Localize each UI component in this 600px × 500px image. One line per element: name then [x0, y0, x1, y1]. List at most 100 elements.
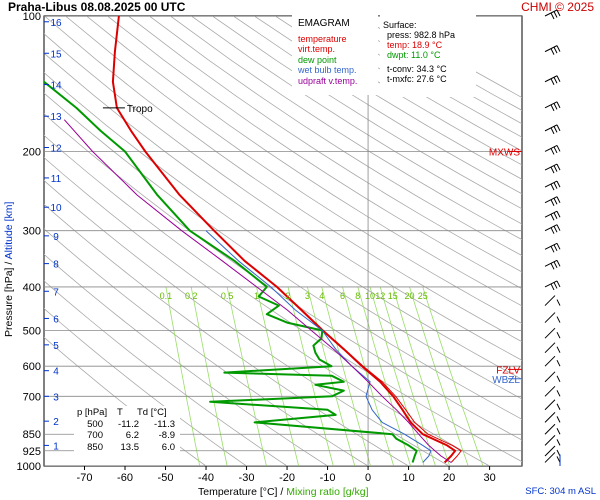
wind-barb-staff	[544, 295, 556, 306]
altitude-tick-label: 3	[53, 392, 59, 403]
wind-barb	[544, 423, 561, 435]
y-axis-label: Pressure [hPa] / Altitude [km]	[3, 202, 15, 337]
altitude-tick-label: 5	[53, 341, 59, 352]
legend-title: EMAGRAM	[298, 18, 350, 29]
surface-dwpt: dwpt: 11.0 °C	[387, 50, 441, 60]
station-time-title: Praha-Libus 08.08.2025 00 UTC	[8, 0, 186, 14]
wind-barb-feather	[556, 9, 561, 17]
wind-barb-feather	[553, 77, 558, 84]
legend-item-temperature: temperature	[298, 33, 347, 44]
pressure-tick-label: 925	[23, 446, 41, 458]
wind-barb	[544, 9, 561, 20]
wind-barb-feather	[556, 224, 561, 231]
altitude-tick-label: 1	[53, 441, 59, 452]
wind-barb-staff	[544, 355, 556, 367]
surface-tmxfc: t-mxfc: 27.6 °C	[387, 74, 447, 84]
pressure-tick-label: 700	[23, 391, 41, 403]
wind-barb	[544, 327, 561, 339]
wind-barb-feather	[553, 244, 558, 252]
series-line-wet-bulb-temp	[205, 230, 432, 463]
wind-barb-feather	[553, 261, 558, 269]
pt-table-row: 500 -11.2 -11.3	[77, 419, 177, 431]
mixing-ratio-label: 15	[388, 291, 398, 301]
wind-barb-feather	[553, 126, 558, 133]
mixing-ratio-label: 0.1	[160, 291, 173, 301]
dry-adiabat-line	[44, 92, 522, 420]
pressure-tick-label: 200	[23, 147, 41, 159]
x-tick-label: -50	[158, 472, 174, 484]
wind-barb-feather	[556, 75, 561, 82]
sfc-elevation-label: SFC: 304 m ASL	[525, 486, 596, 497]
wind-barb	[544, 312, 561, 323]
pt-cell: 850	[87, 441, 103, 453]
wind-barb-feather	[556, 359, 561, 367]
pt-table-row: 700 6.2 -8.9	[77, 430, 177, 442]
pt-cell: 700	[87, 430, 103, 441]
wind-barb-feather	[556, 375, 561, 383]
wind-barb-feather	[556, 196, 561, 203]
x-tick-label: -30	[239, 472, 255, 484]
x-axis-label-temp: Temperature [°C] /	[198, 486, 287, 498]
pressure-tick-label: 600	[23, 361, 41, 373]
x-tick-label: -60	[117, 472, 133, 484]
wind-barb-feather	[553, 165, 558, 172]
wind-barb	[544, 45, 561, 55]
x-tick-label: 30	[483, 472, 495, 484]
mixing-ratio-label: 1	[254, 291, 259, 301]
pt-cell: 6.2	[125, 430, 139, 441]
altitude-tick-label: 4	[53, 367, 59, 378]
pt-cell: -11.3	[154, 418, 175, 430]
wind-barb-staff	[544, 371, 556, 383]
wind-barb-feather	[553, 198, 558, 205]
surface-info-box: Surface: press: 982.8 hPa temp: 18.9 °C …	[380, 15, 476, 97]
wind-barb	[544, 224, 561, 234]
altitude-tick-label: 12	[50, 144, 62, 155]
pressure-tick-label: 100	[23, 11, 41, 23]
wind-barb	[544, 342, 561, 354]
wind-barb	[544, 371, 561, 383]
wind-barb-staff	[544, 385, 556, 397]
wind-barb-staff	[544, 423, 556, 435]
wind-barb-staff	[544, 327, 556, 339]
wind-barb	[544, 180, 561, 191]
dry-adiabat-line	[128, 16, 522, 273]
wind-barb	[544, 385, 561, 397]
wind-barb-feather	[550, 263, 555, 270]
dry-adiabat-line	[44, 16, 522, 343]
dry-adiabat-line	[44, 52, 522, 380]
wind-barb-feather	[556, 260, 561, 267]
x-tick-label: -70	[77, 472, 93, 484]
wind-barb-feather	[550, 227, 555, 234]
wind-barb-feather	[550, 183, 555, 191]
dry-adiabat-line	[44, 72, 522, 400]
x-tick-label: -40	[198, 472, 214, 484]
altitude-tick-label: 13	[50, 112, 62, 123]
wind-barb-feather	[550, 12, 555, 20]
wind-barb-staff	[544, 435, 556, 446]
series-line-dew-point	[44, 80, 418, 463]
pt-table-row: 850 13.5 6.0	[77, 442, 177, 454]
wind-barb	[544, 399, 561, 411]
altitude-tick-label: 14	[50, 81, 62, 92]
wind-barb-feather	[556, 243, 561, 250]
wind-barb-staff	[544, 312, 556, 323]
wind-barb-feather	[556, 346, 561, 353]
wind-barb-feather	[556, 145, 561, 152]
wind-barb	[544, 355, 561, 367]
altitude-tick-label: 2	[53, 417, 59, 428]
pt-cell: -11.2	[118, 418, 139, 430]
wind-barb-feather	[556, 439, 561, 446]
wind-barb-feather	[556, 390, 561, 397]
legend-item-updraft: udpraft v.temp.	[298, 75, 358, 86]
wind-barb	[544, 412, 561, 423]
wind-barb-feather	[550, 199, 555, 206]
wind-barb	[544, 242, 561, 253]
pressure-tick-label: 1000	[17, 461, 41, 473]
wind-barb-feather	[550, 78, 555, 85]
pt-cell: 13.5	[120, 441, 140, 453]
wind-barb-feather	[556, 101, 561, 109]
altitude-tick-label: 16	[50, 18, 62, 29]
mixing-ratio-label: 12	[375, 291, 385, 301]
credit-label: CHMI © 2025	[521, 0, 594, 14]
wind-barb-feather	[550, 48, 555, 55]
